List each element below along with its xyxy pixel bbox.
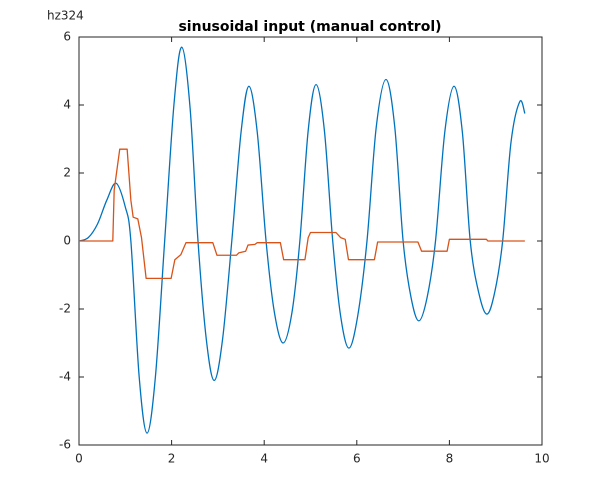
chart-title: sinusoidal input (manual control)	[178, 19, 441, 35]
y-tick-label: 0	[63, 234, 71, 248]
x-tick-label: 6	[353, 452, 361, 466]
x-tick-label: 4	[260, 452, 268, 466]
data-line	[78, 46, 526, 434]
y-tick-label: 6	[63, 30, 71, 44]
x-tick-label: 10	[534, 452, 549, 466]
x-tick-label: 8	[446, 452, 454, 466]
y-tick-label: 4	[63, 98, 71, 112]
y-tick-label: -6	[59, 438, 71, 452]
y-tick-label: 2	[63, 166, 71, 180]
x-tick-label: 2	[168, 452, 176, 466]
y-tick-label: -4	[59, 370, 71, 384]
x-tick-label: 0	[75, 452, 83, 466]
y-tick-label: -2	[59, 302, 71, 316]
annotation: hz324	[47, 9, 84, 23]
data-line	[79, 148, 525, 280]
